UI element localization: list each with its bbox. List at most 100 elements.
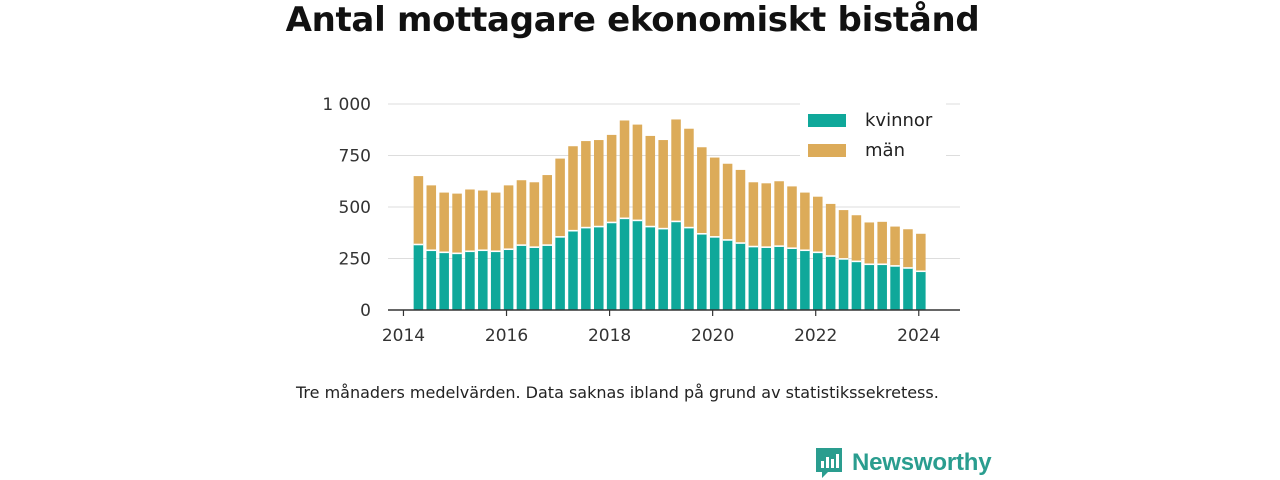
legend: kvinnor män — [800, 102, 946, 161]
bar-mn — [851, 215, 862, 262]
brand-logo: Newsworthy — [814, 446, 992, 480]
x-tick-label: 2016 — [485, 326, 528, 346]
bar-mn — [722, 163, 733, 240]
bar-kvinnor — [594, 226, 604, 310]
bar-mn — [542, 175, 552, 246]
bar-mn — [413, 176, 424, 245]
bar-kvinnor — [516, 245, 527, 310]
bar-mn — [671, 119, 681, 222]
bar-mn — [632, 124, 643, 221]
bar-mn — [658, 140, 668, 229]
y-tick-label: 250 — [339, 250, 371, 270]
bar-kvinnor — [774, 246, 784, 310]
bar-mn — [606, 134, 617, 223]
bar-kvinnor — [503, 249, 514, 310]
bar-kvinnor — [555, 236, 565, 310]
bar-kvinnor — [671, 221, 681, 310]
legend-swatch — [808, 144, 846, 157]
chart-title: Antal mottagare ekonomiskt bistånd — [285, 0, 980, 40]
bar-mn — [748, 182, 759, 247]
bar-mn — [478, 190, 488, 251]
bar-mn — [735, 169, 746, 244]
bar-mn — [503, 185, 514, 250]
x-tick-label: 2022 — [794, 326, 837, 346]
bar-kvinnor — [697, 233, 707, 310]
newsworthy-logo-icon — [816, 448, 842, 478]
bar-mn — [529, 182, 540, 248]
bar-mn — [903, 229, 913, 268]
legend-label: män — [865, 140, 905, 161]
bar-mn — [709, 157, 720, 237]
bar-mn — [877, 221, 887, 265]
bar-kvinnor — [490, 251, 501, 310]
x-tick-label: 2024 — [897, 326, 940, 346]
legend-swatch — [808, 114, 846, 127]
bar-kvinnor — [851, 261, 862, 310]
bar-kvinnor — [542, 245, 552, 310]
bar-kvinnor — [465, 251, 475, 310]
bar-mn — [439, 192, 449, 253]
x-tick-label: 2020 — [691, 326, 734, 346]
bar-kvinnor — [864, 264, 875, 310]
bar-mn — [568, 146, 578, 231]
bar-kvinnor — [478, 250, 488, 310]
bar-mn — [774, 181, 784, 247]
bar-mn — [581, 141, 591, 228]
bar-kvinnor — [684, 227, 694, 310]
bars — [413, 119, 926, 310]
bar-kvinnor — [426, 250, 437, 310]
bar-kvinnor — [825, 256, 836, 310]
bar-kvinnor — [581, 227, 591, 310]
bar-kvinnor — [658, 228, 668, 310]
bar-mn — [813, 196, 823, 253]
bar-kvinnor — [813, 252, 823, 310]
bar-kvinnor — [748, 246, 759, 310]
bar-kvinnor — [800, 250, 810, 310]
bar-kvinnor — [709, 236, 720, 310]
bar-kvinnor — [722, 239, 733, 310]
bar-kvinnor — [619, 218, 630, 310]
bar-kvinnor — [413, 244, 424, 310]
bar-kvinnor — [890, 265, 900, 310]
bar-kvinnor — [529, 247, 540, 310]
bar-mn — [594, 140, 604, 227]
bar-mn — [864, 222, 875, 265]
x-tick-label: 2018 — [588, 326, 631, 346]
bar-mn — [838, 210, 849, 259]
bar-mn — [916, 233, 926, 272]
bar-kvinnor — [877, 264, 887, 310]
bar-kvinnor — [452, 253, 462, 310]
bar-kvinnor — [606, 222, 617, 310]
bar-kvinnor — [916, 271, 926, 310]
bar-mn — [645, 135, 656, 227]
legend-label: kvinnor — [865, 110, 933, 131]
bar-kvinnor — [735, 243, 746, 310]
x-tick-label: 2014 — [382, 326, 425, 346]
bar-mn — [761, 183, 771, 248]
bar-kvinnor — [787, 248, 797, 310]
bar-mn — [800, 192, 810, 251]
y-tick-label: 750 — [339, 147, 371, 167]
axes: 0 250 500 750 1 000 2014 2016 2018 2020 2022 2024 — [322, 95, 960, 346]
bar-mn — [890, 226, 900, 266]
bar-mn — [619, 120, 630, 219]
bar-kvinnor — [903, 267, 913, 310]
bar-mn — [452, 193, 462, 254]
bar-kvinnor — [838, 258, 849, 310]
bar-kvinnor — [632, 220, 643, 310]
bar-kvinnor — [761, 247, 771, 310]
bar-mn — [516, 180, 527, 246]
y-tick-label: 0 — [360, 301, 371, 321]
bar-mn — [787, 186, 797, 249]
bar-mn — [465, 189, 475, 252]
bar-mn — [697, 147, 707, 234]
bar-mn — [684, 128, 694, 228]
y-tick-label: 1 000 — [322, 95, 371, 115]
y-tick-label: 500 — [339, 198, 371, 218]
chart-note: Tre månaders medelvärden. Data saknas ib… — [296, 383, 939, 402]
bar-mn — [825, 203, 836, 257]
bar-mn — [426, 185, 437, 251]
bar-kvinnor — [439, 252, 449, 310]
bar-kvinnor — [645, 226, 656, 310]
